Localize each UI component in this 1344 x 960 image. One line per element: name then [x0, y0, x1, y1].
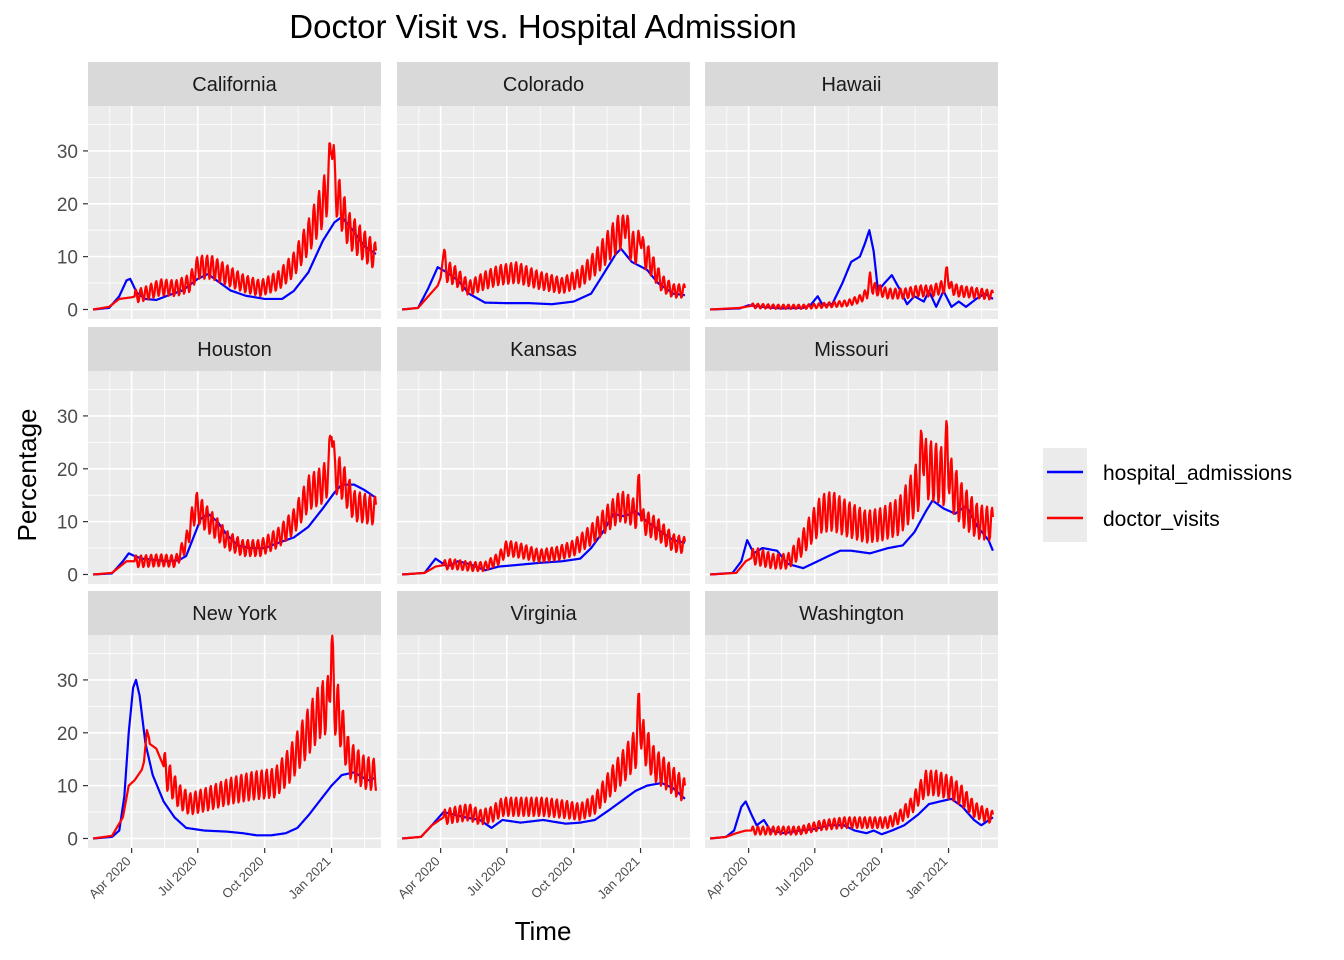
y-axis-title: Percentage: [12, 409, 42, 542]
facet-strip: [88, 62, 381, 106]
x-tick-label: Apr 2020: [395, 854, 443, 902]
y-tick-label: 10: [57, 777, 78, 798]
facet-strip: [397, 62, 690, 106]
facet-strip-label: Virginia: [510, 603, 577, 625]
series-line-doctor-visits: [92, 434, 378, 576]
x-axis-title: Time: [515, 916, 572, 946]
panel-new-york: New York 0 10 20 30 Apr 2020 Jul 2020 Oct 2020 J…: [57, 591, 381, 902]
y-tick-label: 20: [57, 724, 78, 745]
y-tick-label: 0: [67, 829, 78, 850]
panel-kansas: Kansas: [397, 327, 690, 584]
x-tick-label: Oct 2020: [836, 854, 884, 902]
y-tick-label: 20: [57, 460, 78, 481]
x-tick-label: Jan 2021: [902, 854, 950, 902]
legend-label-doctor-visits: doctor_visits: [1103, 508, 1220, 531]
series-line-doctor-visits: [92, 634, 378, 840]
series-line-doctor-visits: [401, 692, 687, 840]
panel-virginia: Virginia Apr 2020 Jul 2020 Oct 2020 Jan 2021: [395, 591, 690, 902]
facet-strip: [88, 591, 381, 635]
facet-strip: [88, 327, 381, 371]
y-tick-label: 30: [57, 142, 78, 163]
series-line-doctor-visits: [401, 214, 686, 311]
facet-strip-label: Hawaii: [821, 74, 881, 96]
legend: hospital_admissions doctor_visits: [1043, 448, 1292, 542]
panel-hawaii: Hawaii: [705, 62, 998, 319]
x-tick-label: Jul 2020: [772, 854, 817, 899]
y-tick-label: 0: [67, 300, 78, 321]
legend-background: [1043, 448, 1087, 542]
facet-strip-label: Colorado: [503, 74, 584, 96]
facet-strip: [705, 62, 998, 106]
facet-strip-label: Houston: [197, 339, 272, 361]
facet-panels: California 0 10 20 30 Colorado Hawaii Houston 0 1…: [57, 62, 998, 902]
x-tick-label: Jan 2021: [594, 854, 642, 902]
y-tick-label: 20: [57, 195, 78, 216]
y-tick-label: 30: [57, 671, 78, 692]
x-tick-label: Apr 2020: [86, 854, 134, 902]
series-line-hospital-admissions: [92, 678, 377, 840]
x-tick-label: Oct 2020: [219, 854, 267, 902]
panel-houston: Houston 0 10 20 30: [57, 327, 381, 586]
panel-washington: Washington Apr 2020 Jul 2020 Oct 2020 Jan 20…: [703, 591, 998, 902]
panel-colorado: Colorado: [397, 62, 690, 319]
series-line-doctor-visits: [401, 473, 686, 576]
facet-strip: [705, 327, 998, 371]
x-tick-label: Jan 2021: [285, 854, 333, 902]
panel-california: California 0 10 20 30: [57, 62, 381, 321]
panel-missouri: Missouri: [705, 327, 998, 584]
facet-strip-label: California: [192, 74, 277, 96]
series-line-doctor-visits: [709, 420, 995, 576]
x-tick-label: Apr 2020: [703, 854, 751, 902]
facet-strip-label: New York: [192, 603, 277, 625]
facet-strip-label: Washington: [799, 603, 904, 625]
facet-strip: [705, 591, 998, 635]
y-tick-label: 30: [57, 407, 78, 428]
facet-strip-label: Kansas: [510, 339, 577, 361]
x-tick-label: Jul 2020: [155, 854, 200, 899]
x-tick-label: Jul 2020: [464, 854, 509, 899]
y-tick-label: 10: [57, 248, 78, 269]
facet-strip: [397, 327, 690, 371]
series-line-doctor-visits: [709, 769, 994, 840]
y-tick-label: 10: [57, 513, 78, 534]
facet-strip-label: Missouri: [814, 339, 888, 361]
facet-strip: [397, 591, 690, 635]
chart-title: Doctor Visit vs. Hospital Admission: [289, 8, 796, 45]
series-line-doctor-visits: [92, 142, 378, 311]
y-tick-label: 0: [67, 565, 78, 586]
series-line-doctor-visits: [709, 266, 994, 311]
x-tick-label: Oct 2020: [528, 854, 576, 902]
legend-label-hospital-admissions: hospital_admissions: [1103, 462, 1292, 485]
